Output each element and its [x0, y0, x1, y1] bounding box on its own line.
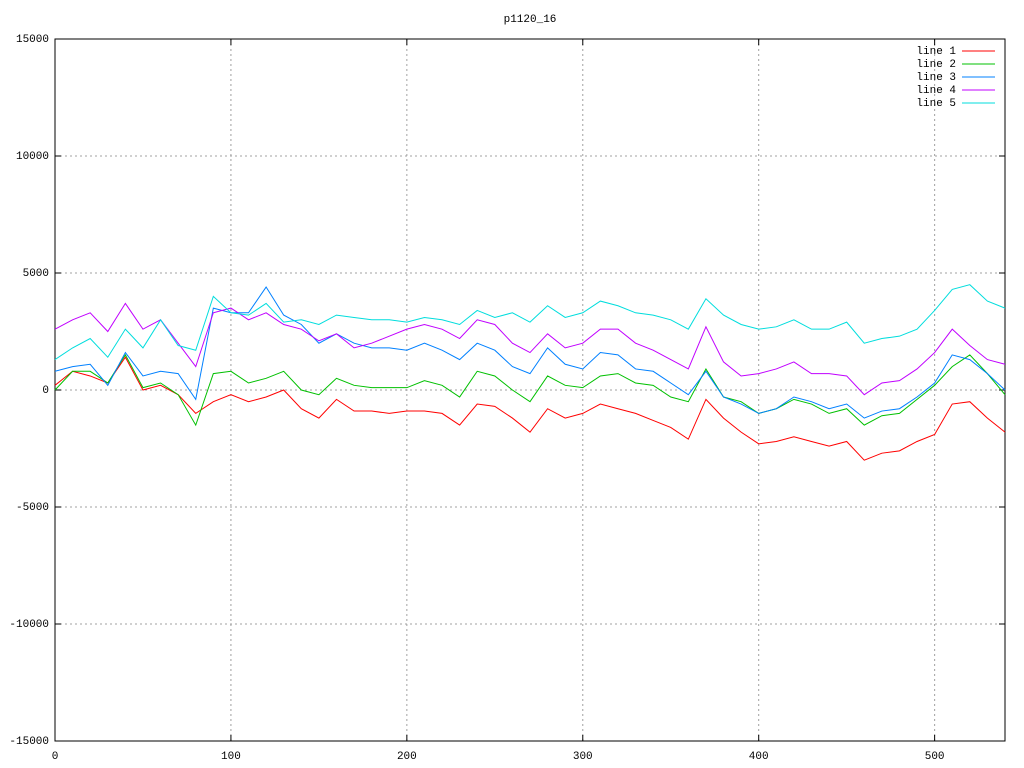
x-tick-label: 300: [573, 751, 593, 763]
y-tick-label: 15000: [16, 34, 49, 46]
y-tick-label: 10000: [16, 151, 49, 163]
data-line: [54, 286, 1006, 419]
legend-label: line 5: [916, 98, 956, 110]
data-line: [54, 356, 1006, 461]
legend-label: line 1: [916, 46, 956, 58]
legend-label: line 2: [916, 59, 956, 71]
legend-label: line 3: [916, 72, 956, 84]
x-tick-label: 400: [749, 751, 769, 763]
y-tick-label: -5000: [16, 502, 49, 514]
chart-title: p1120_16: [504, 14, 557, 26]
data-line: [54, 284, 1006, 360]
x-tick-label: 100: [221, 751, 241, 763]
legend-label: line 4: [916, 85, 956, 97]
y-tick-label: -15000: [9, 736, 49, 748]
data-line: [54, 353, 1006, 427]
x-tick-label: 200: [397, 751, 417, 763]
y-tick-label: 0: [42, 385, 49, 397]
data-line: [54, 302, 1006, 396]
y-tick-label: -10000: [9, 619, 49, 631]
x-tick-label: 500: [925, 751, 945, 763]
x-tick-label: 0: [52, 751, 59, 763]
y-tick-label: 5000: [23, 268, 49, 280]
